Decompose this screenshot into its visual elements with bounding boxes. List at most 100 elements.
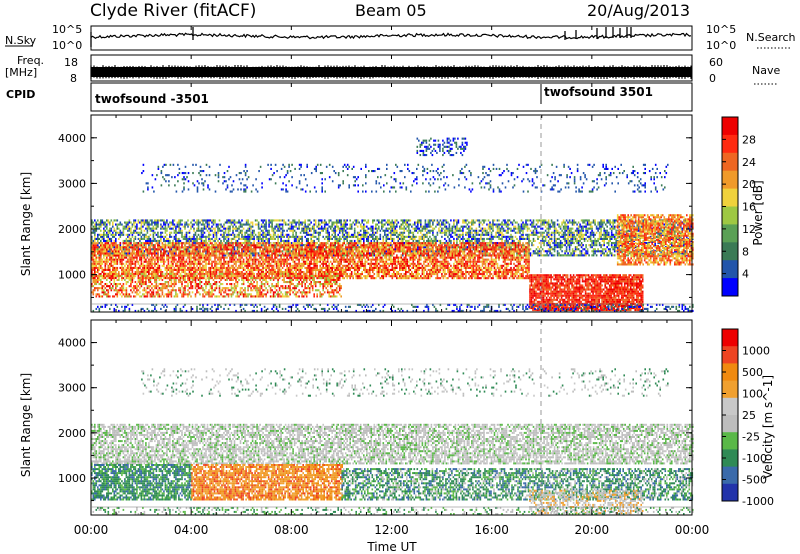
- heatmap-cell: [354, 234, 356, 236]
- heatmap-cell: [555, 240, 557, 242]
- heatmap-cell: [476, 228, 478, 230]
- heatmap-cell: [307, 234, 309, 236]
- heatmap-cell: [340, 222, 342, 224]
- heatmap-cell: [593, 244, 595, 246]
- heatmap-cell: [659, 234, 661, 236]
- heatmap-cell: [603, 222, 605, 224]
- heatmap-cell: [99, 246, 101, 248]
- heatmap-cell: [178, 219, 180, 221]
- heatmap-cell: [438, 240, 440, 242]
- heatmap-cell: [100, 250, 102, 252]
- heatmap-cell: [395, 219, 397, 221]
- heatmap-cell: [456, 224, 458, 226]
- heatmap-cell: [527, 219, 529, 221]
- heatmap-cell: [132, 236, 134, 238]
- heatmap-cell: [327, 230, 329, 232]
- heatmap-cell: [615, 244, 617, 246]
- heatmap-cell: [566, 226, 568, 228]
- heatmap-cell: [324, 224, 326, 226]
- heatmap-cell: [337, 226, 339, 228]
- heatmap-cell: [301, 228, 303, 230]
- heatmap-cell: [518, 226, 520, 228]
- heatmap-cell: [425, 246, 427, 248]
- heatmap-cell: [539, 254, 541, 256]
- heatmap-cell: [530, 254, 532, 256]
- heatmap-cell: [102, 244, 104, 246]
- heatmap-cell: [142, 275, 144, 277]
- heatmap-cell: [501, 236, 503, 238]
- heatmap-cell: [150, 224, 152, 226]
- heatmap-cell: [262, 238, 264, 240]
- heatmap-cell: [449, 228, 451, 230]
- heatmap-cell: [309, 219, 311, 221]
- heatmap-cell: [600, 224, 602, 226]
- heatmap-cell: [474, 232, 476, 234]
- heatmap-cell: [413, 236, 415, 238]
- heatmap-cell: [172, 222, 174, 224]
- heatmap-cell: [393, 234, 395, 236]
- heatmap-cell: [211, 222, 213, 224]
- heatmap-cell: [132, 271, 134, 273]
- heatmap-cell: [456, 222, 458, 224]
- heatmap-cell: [506, 226, 508, 228]
- heatmap-cell: [138, 242, 140, 244]
- heatmap-cell: [96, 242, 98, 244]
- heatmap-cell: [352, 222, 354, 224]
- heatmap-cell: [516, 254, 518, 256]
- heatmap-cell: [292, 232, 294, 234]
- heatmap-cell: [548, 254, 550, 256]
- heatmap-cell: [510, 234, 512, 236]
- heatmap-cell: [268, 254, 270, 256]
- heatmap-cell: [428, 222, 430, 224]
- heatmap-cell: [129, 271, 131, 273]
- heatmap-cell: [274, 226, 276, 228]
- heatmap-cell: [205, 238, 207, 240]
- heatmap-cell: [429, 230, 431, 232]
- heatmap-cell: [313, 232, 315, 234]
- heatmap-cell: [111, 250, 113, 252]
- heatmap-cell: [492, 222, 494, 224]
- heatmap-cell: [115, 257, 117, 259]
- heatmap-cell: [558, 242, 560, 244]
- heatmap-cell: [123, 228, 125, 230]
- heatmap-cell: [416, 222, 418, 224]
- heatmap-cell: [506, 230, 508, 232]
- heatmap-cell: [453, 232, 455, 234]
- heatmap-cell: [304, 254, 306, 256]
- heatmap-cell: [186, 236, 188, 238]
- heatmap-cell: [240, 238, 242, 240]
- heatmap-cell: [372, 228, 374, 230]
- heatmap-cell: [172, 246, 174, 248]
- heatmap-cell: [271, 230, 273, 232]
- heatmap-cell: [138, 271, 140, 273]
- heatmap-cell: [441, 232, 443, 234]
- heatmap-cell: [527, 234, 529, 236]
- heatmap-cell: [270, 234, 272, 236]
- heatmap-cell: [318, 224, 320, 226]
- heatmap-cell: [102, 250, 104, 252]
- heatmap-cell: [569, 234, 571, 236]
- heatmap-cell: [566, 234, 568, 236]
- heatmap-cell: [157, 275, 159, 277]
- heatmap-cell: [534, 226, 536, 228]
- heatmap-cell: [292, 219, 294, 221]
- heatmap-cell: [121, 255, 123, 257]
- heatmap-cell: [108, 265, 110, 267]
- heatmap-cell: [578, 230, 580, 232]
- heatmap-cell: [138, 222, 140, 224]
- heatmap-cell: [108, 234, 110, 236]
- heatmap-cell: [154, 255, 156, 257]
- heatmap-cell: [468, 240, 470, 242]
- heatmap-cell: [94, 250, 96, 252]
- heatmap-cell: [489, 238, 491, 240]
- heatmap-cell: [295, 240, 297, 242]
- heatmap-cell: [324, 248, 326, 250]
- heatmap-cell: [304, 232, 306, 234]
- heatmap-cell: [440, 219, 442, 221]
- heatmap-cell: [268, 232, 270, 234]
- heatmap-cell: [410, 230, 412, 232]
- heatmap-cell: [232, 234, 234, 236]
- heatmap-cell: [231, 238, 233, 240]
- heatmap-cell: [252, 238, 254, 240]
- heatmap-cell: [295, 224, 297, 226]
